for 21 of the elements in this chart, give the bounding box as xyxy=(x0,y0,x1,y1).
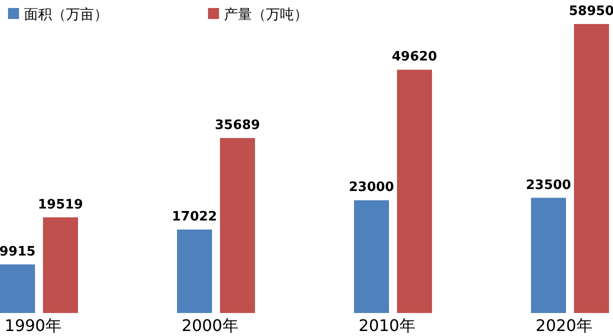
legend-label: 产量（万吨） xyxy=(224,7,308,23)
bar xyxy=(397,70,432,313)
data-label: 17022 xyxy=(172,210,218,225)
data-label: 23000 xyxy=(348,180,394,196)
legend-label: 面积（万亩） xyxy=(24,7,108,23)
x-tick-label: 2010年 xyxy=(358,316,416,335)
data-label: 35689 xyxy=(214,118,260,134)
bar xyxy=(220,138,255,313)
data-label: 19519 xyxy=(38,197,84,212)
bar xyxy=(574,24,609,313)
bar xyxy=(354,200,389,313)
bar xyxy=(43,217,78,313)
bar xyxy=(531,198,566,313)
data-label: 9915 xyxy=(0,244,36,260)
data-label: 49620 xyxy=(392,50,438,65)
bar xyxy=(0,264,35,313)
data-label: 23500 xyxy=(526,178,572,193)
x-tick-label: 2020年 xyxy=(536,316,592,335)
x-tick-label: 1990年 xyxy=(4,316,62,335)
bar xyxy=(177,230,212,313)
x-tick-label: 2000年 xyxy=(182,316,238,335)
